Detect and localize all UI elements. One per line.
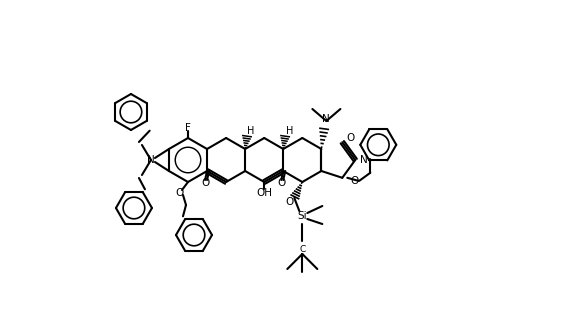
Text: N: N xyxy=(147,155,155,165)
Text: N: N xyxy=(323,114,330,124)
Text: O: O xyxy=(201,178,209,188)
Text: C: C xyxy=(299,244,305,254)
Text: Si: Si xyxy=(298,211,307,221)
Text: OH: OH xyxy=(256,188,272,198)
Text: O: O xyxy=(175,188,183,198)
Text: N: N xyxy=(360,155,368,165)
Text: F: F xyxy=(185,123,191,133)
Text: O: O xyxy=(285,197,294,207)
Text: O: O xyxy=(277,178,286,188)
Text: H: H xyxy=(286,126,293,136)
Text: O: O xyxy=(350,176,358,186)
Text: O: O xyxy=(346,133,354,143)
Text: H: H xyxy=(247,126,255,136)
